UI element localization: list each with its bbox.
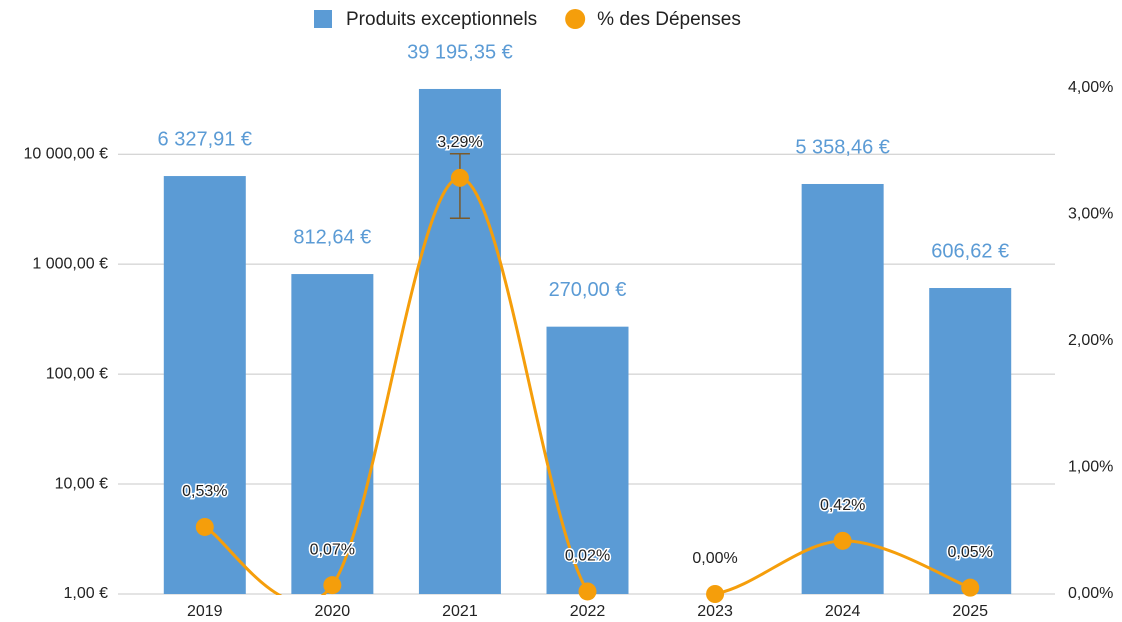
point-label: 0,02% [565, 548, 610, 565]
bar [801, 183, 884, 595]
point-label: 0,42% [820, 497, 865, 514]
bar [546, 326, 629, 594]
x-tick-label: 2019 [187, 603, 223, 620]
y-tick-label: 10 000,00 € [23, 145, 108, 162]
bar-label: 39 195,35 € [407, 41, 513, 63]
legend-swatch [565, 9, 586, 29]
point [833, 531, 852, 550]
x-tick-label: 2021 [442, 603, 478, 620]
bar-label: 6 327,91 € [158, 128, 253, 150]
y2-tick-label: 0,00% [1068, 585, 1113, 602]
point [450, 168, 469, 187]
legend-label: % des Dépenses [597, 9, 741, 30]
bar-label: 5 358,46 € [795, 136, 890, 158]
point [706, 585, 725, 603]
x-tick-label: 2022 [570, 603, 606, 620]
bar-label: 606,62 € [931, 240, 1009, 262]
point-label: 0,05% [948, 544, 993, 561]
y2-tick-label: 4,00% [1068, 79, 1113, 96]
y-tick-label: 100,00 € [46, 365, 108, 382]
bar-label: 270,00 € [549, 279, 627, 301]
y-tick-label: 1 000,00 € [32, 255, 108, 272]
x-tick-label: 2020 [315, 603, 351, 620]
point [195, 517, 214, 536]
legend-label: Produits exceptionnels [346, 9, 537, 30]
point-label: 3,29% [437, 134, 482, 151]
x-tick-label: 2023 [697, 603, 733, 620]
point [323, 576, 342, 595]
point-label: 0,00% [692, 550, 737, 567]
bar [929, 288, 1012, 594]
point [578, 582, 597, 601]
point [961, 578, 980, 597]
point-label: 0,53% [182, 483, 227, 500]
bar-label: 812,64 € [293, 226, 371, 248]
legend-swatch [314, 10, 332, 28]
x-tick-label: 2024 [825, 603, 861, 620]
y2-tick-label: 2,00% [1068, 332, 1113, 349]
y-tick-label: 1,00 € [64, 585, 109, 602]
y2-tick-label: 3,00% [1068, 206, 1113, 223]
y-tick-label: 10,00 € [55, 475, 108, 492]
bar [291, 274, 374, 594]
y2-tick-label: 1,00% [1068, 459, 1113, 476]
point-label: 0,07% [310, 541, 355, 558]
x-tick-label: 2025 [952, 603, 988, 620]
